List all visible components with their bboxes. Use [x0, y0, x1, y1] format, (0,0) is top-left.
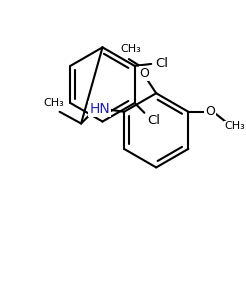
Text: CH₃: CH₃ [121, 44, 141, 54]
Text: CH₃: CH₃ [225, 122, 246, 131]
Text: CH₃: CH₃ [43, 98, 64, 108]
Text: Cl: Cl [155, 57, 169, 71]
Text: Cl: Cl [148, 114, 161, 127]
Text: HN: HN [89, 102, 110, 116]
Text: O: O [205, 105, 215, 118]
Text: O: O [139, 67, 149, 80]
